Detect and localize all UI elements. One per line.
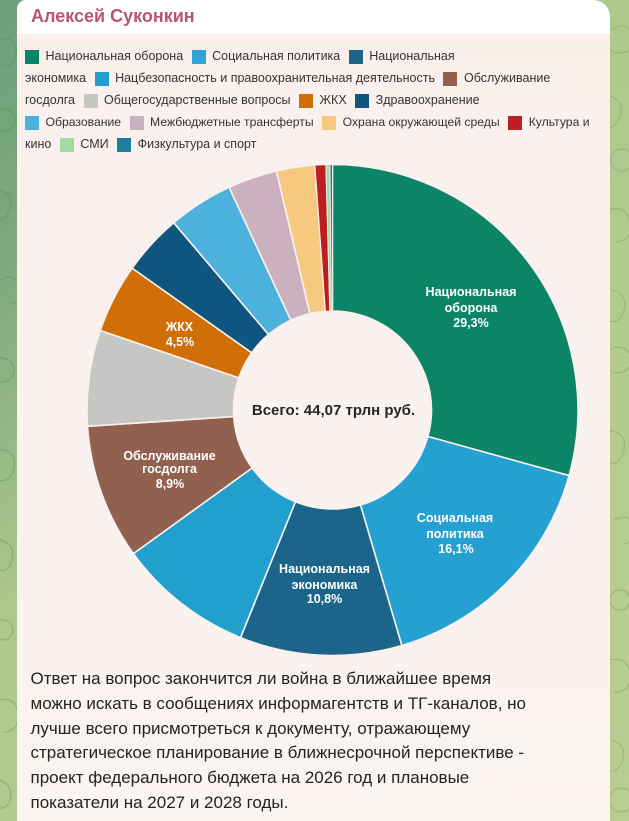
svg-text:Национальная: Национальная — [279, 562, 370, 576]
svg-text:политика: политика — [426, 527, 485, 541]
svg-text:10,8%: 10,8% — [307, 592, 342, 606]
svg-text:ЖКХ: ЖКХ — [165, 320, 194, 334]
svg-text:экономика: экономика — [292, 578, 359, 592]
svg-text:29,3%: 29,3% — [453, 316, 488, 330]
svg-text:оборона: оборона — [445, 301, 499, 315]
svg-text:Национальная: Национальная — [426, 285, 517, 299]
svg-text:4,5%: 4,5% — [166, 335, 195, 349]
svg-text:госдолга: госдолга — [142, 462, 198, 476]
svg-text:8,9%: 8,9% — [156, 477, 185, 491]
svg-text:Всего: 44,07 трлн руб.: Всего: 44,07 трлн руб. — [252, 402, 415, 419]
svg-text:Обслуживание: Обслуживание — [123, 449, 215, 463]
svg-text:Социальная: Социальная — [417, 511, 493, 525]
svg-text:16,1%: 16,1% — [438, 542, 473, 556]
